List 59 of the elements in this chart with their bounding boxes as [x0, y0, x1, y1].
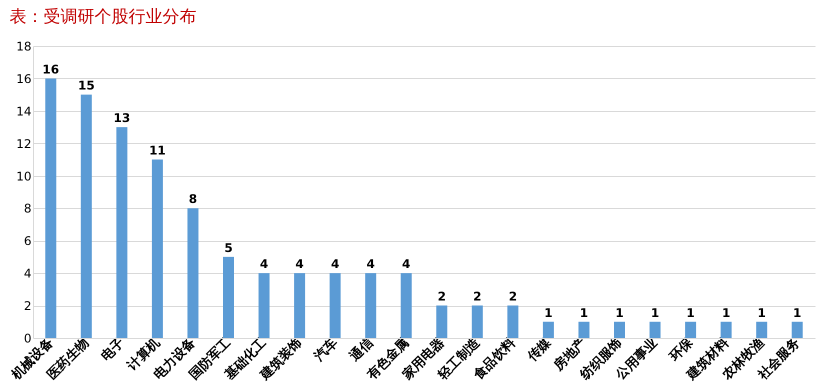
y-tick-label: 10 — [16, 169, 32, 184]
data-label: 1 — [722, 306, 730, 320]
data-label: 4 — [260, 257, 268, 272]
bar — [542, 322, 554, 338]
bar — [614, 322, 625, 338]
y-tick-label: 16 — [16, 72, 32, 86]
y-tick-label: 4 — [24, 266, 32, 281]
data-label: 13 — [114, 111, 130, 126]
bar — [187, 208, 198, 338]
data-label: 4 — [402, 257, 410, 272]
x-tick-label: 传媒 — [524, 334, 555, 366]
y-tick-label: 6 — [24, 234, 32, 248]
data-label: 1 — [615, 306, 624, 320]
bar — [152, 160, 163, 338]
data-label: 16 — [42, 62, 60, 76]
data-label: 1 — [793, 306, 802, 320]
bar — [294, 273, 306, 338]
data-label: 8 — [188, 192, 198, 206]
data-label: 11 — [149, 144, 166, 158]
data-label: 4 — [366, 257, 375, 272]
data-label: 2 — [508, 290, 518, 304]
data-label: 2 — [438, 290, 446, 304]
bar — [80, 94, 92, 338]
y-tick-label: 12 — [16, 136, 32, 151]
data-label: 2 — [473, 290, 482, 304]
bar — [436, 306, 448, 338]
y-tick-label: 18 — [16, 40, 32, 54]
y-tick-label: 14 — [16, 104, 32, 118]
x-tick-label: 环保 — [666, 334, 697, 366]
data-label: 1 — [544, 306, 553, 320]
data-label: 5 — [224, 240, 233, 255]
y-tick-label: 2 — [24, 299, 32, 314]
data-label: 1 — [580, 306, 588, 320]
bar — [258, 273, 270, 338]
bar — [650, 322, 661, 338]
bar — [116, 127, 128, 338]
bar — [330, 273, 341, 338]
x-tick-label: 通信 — [346, 334, 376, 366]
chart-title: 表：受调研个股行业分布 — [9, 7, 196, 27]
data-label: 1 — [758, 306, 766, 320]
data-label: 15 — [78, 78, 95, 93]
x-tick-label: 汽车 — [310, 334, 341, 366]
data-label: 4 — [295, 257, 304, 272]
data-label: 1 — [686, 306, 695, 320]
bar — [45, 78, 56, 338]
data-label: 4 — [330, 257, 340, 272]
bar — [756, 322, 768, 338]
bar — [223, 256, 234, 338]
y-tick-label: 8 — [24, 202, 32, 216]
bar — [400, 273, 412, 338]
bar — [685, 322, 696, 338]
bar — [720, 322, 732, 338]
bar — [472, 306, 483, 338]
bar — [792, 322, 803, 338]
y-tick-label: 0 — [24, 332, 32, 346]
data-label: 1 — [650, 306, 660, 320]
bar — [507, 306, 518, 338]
bar — [578, 322, 590, 338]
bar — [365, 273, 376, 338]
